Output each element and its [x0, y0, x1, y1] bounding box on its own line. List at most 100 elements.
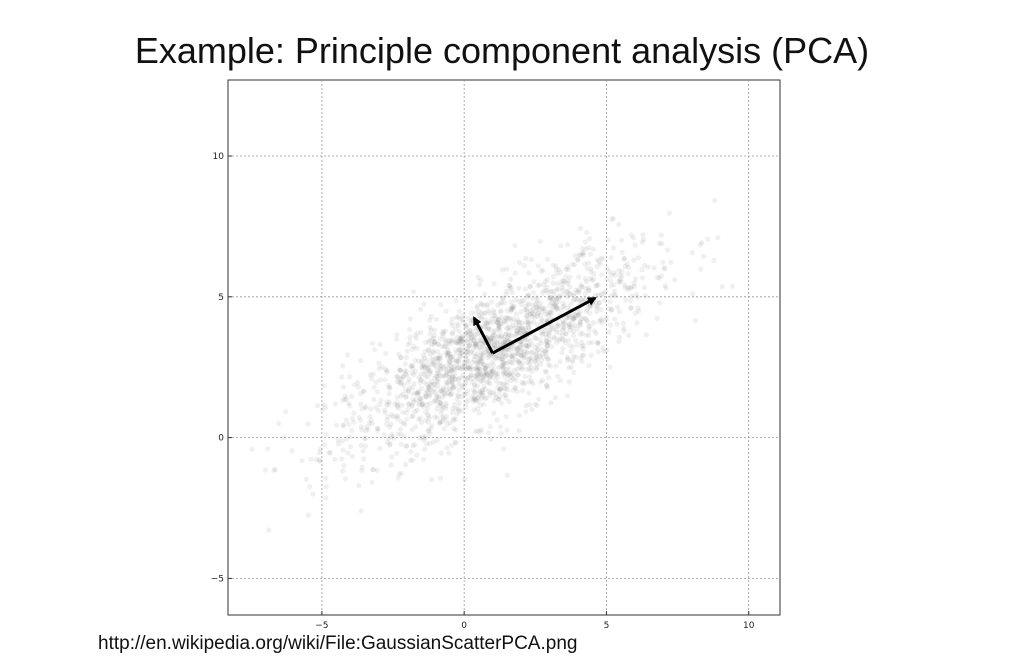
scatter-point [606, 306, 613, 312]
scatter-point [540, 330, 546, 336]
scatter-point [621, 256, 627, 262]
scatter-point [554, 373, 561, 379]
scatter-point [437, 419, 443, 425]
scatter-point [404, 416, 410, 422]
scatter-point [448, 368, 454, 375]
scatter-point [416, 374, 422, 380]
scatter-point [537, 361, 543, 367]
scatter-point [459, 366, 465, 372]
scatter-point [524, 294, 530, 300]
scatter-point [460, 372, 466, 378]
scatter-point [526, 366, 533, 372]
scatter-point [447, 392, 453, 398]
scatter-point [566, 379, 572, 385]
scatter-point [495, 326, 501, 332]
scatter-point [624, 261, 630, 267]
scatter-point [542, 306, 548, 312]
scatter-point [453, 340, 459, 346]
scatter-point [553, 305, 559, 311]
scatter-point [485, 355, 491, 361]
scatter-point [495, 385, 501, 391]
scatter-point [593, 330, 599, 336]
scatter-point [524, 314, 530, 320]
scatter-point [402, 421, 408, 427]
scatter-point [583, 246, 589, 252]
scatter-point [445, 379, 451, 386]
scatter-point [384, 368, 390, 374]
x-tick-label: 5 [604, 621, 610, 631]
scatter-point [418, 329, 424, 335]
scatter-point [484, 379, 490, 385]
scatter-point [443, 372, 449, 378]
scatter-point [339, 438, 345, 444]
scatter-point [406, 385, 412, 391]
scatter-point [394, 450, 400, 456]
scatter-point [503, 292, 509, 298]
scatter-point [398, 393, 404, 399]
scatter-point [474, 366, 480, 372]
scatter-point [488, 366, 494, 372]
scatter-point [508, 276, 514, 282]
scatter-point [500, 295, 506, 301]
scatter-point [552, 336, 558, 342]
scatter-point [422, 393, 428, 399]
scatter-point [459, 316, 466, 322]
scatter-point [487, 381, 493, 387]
scatter-point [499, 320, 505, 326]
scatter-point [314, 402, 321, 409]
scatter-point [388, 411, 395, 418]
scatter-point [550, 262, 556, 268]
scatter-point [533, 351, 540, 357]
source-link[interactable]: http://en.wikipedia.org/wiki/File:Gaussi… [98, 633, 578, 654]
scatter-point [611, 270, 617, 276]
scatter-point [439, 407, 445, 413]
scatter-point [448, 387, 454, 393]
scatter-point [545, 339, 551, 345]
scatter-point [520, 360, 526, 366]
scatter-point [446, 370, 452, 376]
scatter-point [543, 334, 549, 341]
scatter-point [575, 257, 581, 263]
scatter-point [398, 471, 404, 477]
scatter-point [559, 281, 565, 287]
scatter-point [586, 245, 592, 251]
scatter-point [493, 355, 499, 361]
scatter-point [501, 340, 507, 346]
scatter-point [577, 321, 584, 328]
scatter-point [496, 324, 502, 330]
scatter-point [394, 394, 400, 400]
scatter-point [619, 273, 625, 279]
scatter-point [323, 475, 329, 481]
scatter-point [504, 382, 510, 388]
scatter-point [474, 376, 480, 383]
scatter-point [424, 401, 430, 407]
scatter-point [596, 300, 602, 306]
scatter-point [387, 442, 393, 448]
scatter-point [422, 348, 428, 354]
scatter-point [417, 435, 423, 441]
scatter-point [377, 402, 383, 408]
scatter-point [332, 401, 338, 407]
scatter-point [563, 274, 569, 280]
scatter-point [379, 364, 385, 370]
scatter-point [532, 352, 539, 358]
scatter-point [483, 320, 489, 327]
scatter-point [452, 402, 458, 408]
scatter-point [468, 350, 474, 356]
scatter-point [577, 319, 583, 325]
scatter-point [398, 379, 404, 386]
scatter-point [486, 319, 492, 325]
scatter-point [569, 261, 576, 268]
scatter-point [482, 323, 488, 329]
scatter-point [349, 393, 355, 399]
scatter-point [522, 380, 528, 386]
scatter-point [558, 269, 564, 276]
scatter-point [434, 397, 440, 404]
scatter-point [524, 309, 530, 315]
scatter-point [360, 448, 366, 454]
scatter-point [411, 289, 417, 295]
scatter-point [504, 266, 510, 272]
scatter-point [413, 424, 419, 430]
scatter-point [396, 367, 402, 373]
scatter-point [408, 449, 414, 455]
